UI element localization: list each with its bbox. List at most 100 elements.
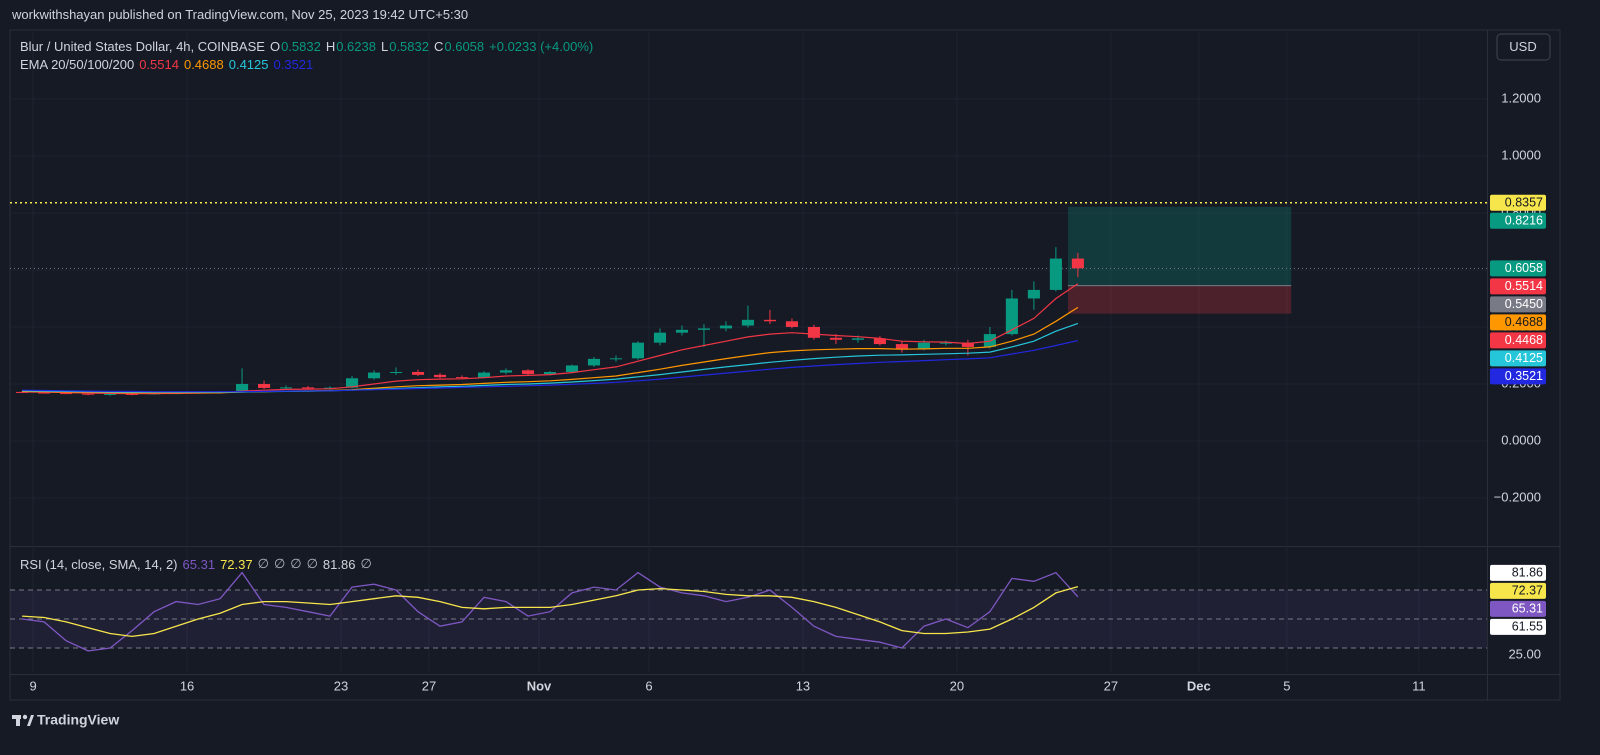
price-tag [1490, 278, 1546, 295]
ema-line [22, 283, 1079, 395]
price-tag [1490, 368, 1546, 385]
y-tick-label: 25.00 [1508, 647, 1541, 662]
x-tick-label: 11 [1412, 678, 1426, 693]
x-tick-label: 20 [950, 678, 964, 693]
logo-shape [16, 715, 20, 726]
rsi-legend: RSI (14, close, SMA, 14, 2) 65.31 72.37 ∅ ∅ ∅… [20, 555, 372, 573]
candle-body [631, 342, 645, 359]
legend-value: 0.6238 [336, 38, 376, 54]
price-tag [1490, 296, 1546, 313]
price-tag [1490, 194, 1546, 211]
rsi-line [22, 585, 1079, 638]
candle-body [719, 325, 733, 329]
x-tick-label: 23 [334, 678, 348, 693]
indicator-value: 81.86 [322, 556, 356, 572]
candle-body [675, 329, 689, 333]
price-tag-label: 0.8357 [1505, 196, 1543, 210]
logo-shape [22, 714, 28, 720]
price-tag [1490, 212, 1546, 229]
chart-frame [9, 29, 1561, 701]
grid [10, 30, 1487, 672]
price-tag-label: 0.6058 [1505, 261, 1543, 275]
price-tag [1490, 582, 1546, 599]
candle-body [301, 387, 315, 389]
price-tag [1490, 314, 1546, 331]
y-tick-label: 1.0000 [1501, 147, 1541, 162]
candle-body [82, 393, 95, 395]
price-pane [10, 202, 1487, 396]
candle-body [1049, 258, 1062, 290]
candle-body [697, 328, 711, 330]
indicator-value: 0.3521 [273, 56, 314, 72]
ema-line [22, 306, 1079, 394]
price-tag [1490, 332, 1546, 349]
price-tag-label: 0.5450 [1505, 297, 1543, 311]
currency-button-box[interactable] [1496, 33, 1551, 61]
x-tick-label: 16 [180, 678, 194, 693]
currency-label[interactable]: USD [1509, 39, 1536, 54]
candle-body [521, 370, 535, 374]
candle-body [323, 387, 337, 389]
rsi-line [22, 571, 1079, 652]
candle-body [104, 393, 117, 395]
candle-body [477, 372, 491, 378]
x-tick-label: 6 [645, 678, 652, 693]
candle-body [741, 319, 754, 326]
legend-change: +0.0233 (+4.00%) [489, 38, 594, 54]
candle-body [939, 342, 952, 344]
currency-button[interactable]: USD [1496, 33, 1551, 61]
na-mark: ∅ [360, 556, 372, 571]
position-profit [1067, 206, 1292, 286]
x-tick-label: Nov [527, 678, 552, 693]
na-mark: ∅ [273, 556, 286, 571]
candle-body [873, 338, 886, 345]
y-tick-label: −0.2000 [1494, 489, 1541, 504]
x-tick-label: Dec [1187, 678, 1211, 693]
candle-body [60, 393, 73, 395]
candle-body [499, 370, 513, 373]
ema-line [22, 322, 1079, 393]
candle-body [257, 383, 271, 388]
candle-body [38, 392, 51, 394]
price-tag-label: 81.86 [1512, 566, 1543, 580]
x-tick-label: 9 [29, 678, 36, 693]
na-mark: ∅ [290, 556, 302, 571]
candle-body [236, 383, 249, 392]
publisher-line: workwithshayan published on TradingView.… [12, 7, 469, 22]
legend-title: Blur / United States Dollar, 4h, COINBAS… [20, 38, 265, 54]
candle-body [587, 358, 601, 366]
ema-line [22, 340, 1079, 393]
candle-body [851, 338, 864, 340]
candle-body [279, 387, 293, 389]
indicator-value: 72.37 [220, 556, 253, 572]
price-tag-label: 0.8216 [1505, 214, 1543, 228]
candle-body [1071, 258, 1084, 269]
price-tag-label: 0.4125 [1505, 351, 1543, 365]
ema-legend: EMA 20/50/100/200 0.5514 0.4688 0.4125 0.352… [20, 55, 313, 73]
candle-body [367, 372, 381, 379]
x-tick-label: 27 [1104, 678, 1118, 693]
price-tag-label: 0.3521 [1505, 369, 1543, 383]
candle-body [389, 372, 403, 374]
candle-body [455, 377, 469, 379]
candle-body [543, 372, 557, 374]
price-tag-label: 0.4468 [1505, 333, 1543, 347]
indicator-title: RSI (14, close, SMA, 14, 2) [20, 556, 178, 572]
indicator-value: 65.31 [182, 556, 216, 572]
price-tag [1490, 260, 1546, 277]
brand-name: TradingView [37, 712, 119, 728]
candle-body [895, 344, 908, 350]
price-tag-label: 0.5514 [1505, 279, 1543, 293]
indicator-value: 0.5514 [139, 56, 179, 72]
legend-key: L [380, 38, 389, 54]
legend-value: 0.5832 [389, 38, 429, 54]
x-tick-label: 27 [422, 678, 436, 693]
price-tags: 0.8357 0.8216 0.6058 0.5514 0.5450 0.4688 0.44… [1490, 194, 1546, 635]
x-tick-label: 5 [1283, 678, 1290, 693]
candle-body [609, 358, 623, 360]
price-tag-label: 65.31 [1512, 602, 1543, 616]
candle-body [433, 374, 447, 378]
